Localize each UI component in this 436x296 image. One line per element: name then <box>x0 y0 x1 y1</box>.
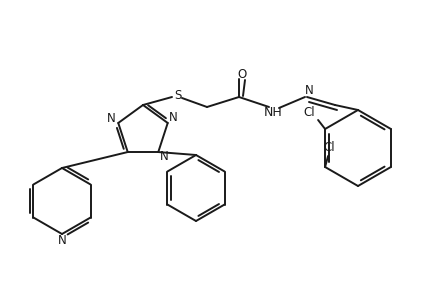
Text: NH: NH <box>264 105 283 118</box>
Text: N: N <box>305 83 313 96</box>
Text: N: N <box>58 234 66 247</box>
Text: N: N <box>160 149 169 163</box>
Text: N: N <box>169 112 178 124</box>
Text: S: S <box>174 89 182 102</box>
Text: O: O <box>237 67 247 81</box>
Text: Cl: Cl <box>303 105 315 118</box>
Text: N: N <box>107 112 116 126</box>
Text: Cl: Cl <box>323 141 335 154</box>
